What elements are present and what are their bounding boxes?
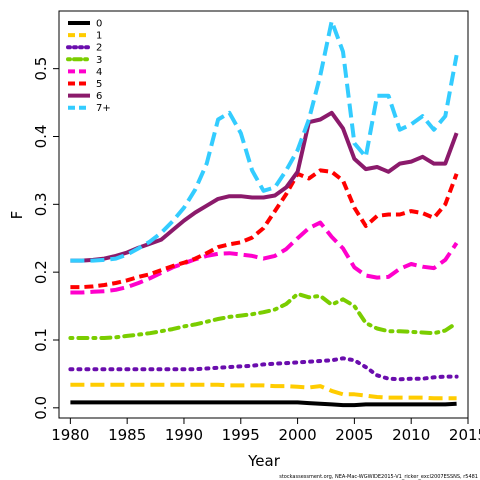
series-line-5 (70, 168, 459, 290)
series-line-0 (70, 400, 457, 408)
plot-frame (58, 10, 469, 419)
footer-note: stockassessment.org, NEA-Mac-WGWIDE2015-… (279, 474, 478, 480)
series-line-4 (70, 220, 459, 295)
y-axis-title: F (8, 211, 26, 220)
series-line-7plus (70, 19, 459, 263)
legend-label: 1 (96, 31, 102, 42)
x-tick-label: 1995 (222, 426, 260, 444)
legend-label: 0 (96, 19, 102, 30)
legend-label: 6 (96, 91, 102, 102)
series-line-1 (70, 382, 457, 401)
x-axis-title: Year (247, 452, 281, 470)
series-line-3 (68, 291, 459, 340)
x-tick-label: 1980 (51, 426, 89, 444)
legend-label: 3 (96, 55, 102, 66)
x-axis: 1980 1985 1990 1995 2000 2005 2010 2015 (51, 418, 480, 444)
y-tick-label: 0.0 (32, 396, 50, 420)
x-tick-label: 2000 (278, 426, 316, 444)
series-line-2 (68, 356, 459, 382)
x-tick-label: 2015 (449, 426, 480, 444)
y-tick-label: 0.1 (32, 328, 50, 352)
y-axis: 0.0 0.1 0.2 0.3 0.4 0.5 (32, 57, 59, 420)
y-tick-label: 0.3 (32, 192, 50, 216)
legend-label: 5 (96, 79, 102, 90)
x-tick-label: 2005 (335, 426, 373, 444)
legend-label: 2 (96, 43, 102, 54)
y-tick-label: 0.5 (32, 57, 50, 81)
y-tick-label: 0.2 (32, 260, 50, 284)
series-layer (68, 19, 459, 408)
legend-label: 7+ (96, 103, 111, 114)
y-tick-label: 0.4 (32, 125, 50, 149)
x-tick-label: 2010 (392, 426, 430, 444)
legend-label: 4 (96, 67, 102, 78)
x-tick-label: 1990 (165, 426, 203, 444)
x-tick-label: 1985 (108, 426, 146, 444)
